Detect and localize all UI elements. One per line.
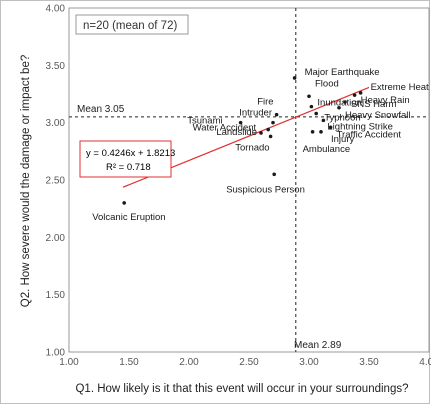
data-point [307,94,311,99]
data-point [343,100,347,104]
data-point [268,134,273,139]
annotation-box-text: n=20 (mean of 72) [83,20,177,32]
point-label: Major Earthquake [305,67,380,78]
points-group [122,76,363,205]
point-label: Intruder [239,108,272,119]
y-axis-label: Q2. How severe would the damage or impac… [20,55,32,308]
data-point [309,104,314,109]
point-label: Heavy Rain [361,95,410,106]
point-label: Typhoon [324,112,360,123]
mean-x-label: Mean 2.89 [294,340,342,351]
x-axis-label: Q1. How likely is it that this event wil… [75,383,408,395]
point-label: Injury [331,134,354,145]
data-point [271,120,275,125]
data-point [358,91,363,95]
y-tick-label: 3.00 [46,118,66,129]
annotation-box-frame [75,14,189,35]
trendline-equation: y = 0.4246x + 1.8213 [86,148,175,159]
data-point [292,76,297,80]
axes-group: 1.00 1.50 2.00 2.50 3.00 3.50 4.00 1.00 1.50 2.00… [46,4,432,369]
mean-lines-group [69,8,429,352]
x-tick-label: 2.00 [179,357,199,368]
point-label: SNS Harm [351,99,396,110]
trendline-r2: R² = 0.718 [106,162,151,173]
data-point [328,125,333,130]
y-tick-label: 1.50 [46,290,66,301]
point-label: Tornado [235,142,269,153]
data-point [274,112,279,117]
data-point [321,118,326,123]
mean-y-label: Mean 3.05 [77,104,125,115]
y-tick-label: 3.50 [46,61,66,72]
point-label: Inundation [317,98,361,109]
point-label: Water Accident [193,123,257,134]
data-point [259,131,263,135]
point-label: Flood [315,78,339,89]
data-point [266,127,271,132]
point-label: Lightning Strike [327,121,392,132]
point-label: Landslide [216,127,257,138]
plot-area-border [68,7,430,353]
data-point [352,93,357,97]
point-label: Ambulance [303,144,351,155]
point-label: Tsunami [187,116,222,127]
point-label: Fire [257,97,273,108]
point-label: Suspicious Person [226,184,305,195]
data-point [122,201,126,205]
data-point [314,111,319,116]
y-tick-label: 4.00 [46,4,66,15]
data-point [272,172,277,177]
point-label: Traffic Accident [337,129,402,140]
x-tick-label: 4.00 [419,357,431,368]
data-point [337,105,341,110]
point-label: Volcanic Eruption [92,212,165,223]
x-tick-label: 3.50 [359,357,379,368]
y-tick-label: 2.00 [46,233,66,244]
point-label: Heavy Snowfall [345,110,410,121]
point-label: Extreme Heat [371,82,429,93]
data-point [238,120,243,125]
x-tick-label: 2.50 [239,357,259,368]
trendline-equation-box [79,140,172,178]
x-tick-label: 1.00 [59,357,79,368]
y-tick-label: 2.50 [46,176,66,187]
x-tick-label: 1.50 [119,357,139,368]
x-tick-label: 3.00 [299,357,319,368]
data-point [319,130,323,134]
y-tick-label: 1.00 [46,348,66,359]
data-point [310,130,315,134]
